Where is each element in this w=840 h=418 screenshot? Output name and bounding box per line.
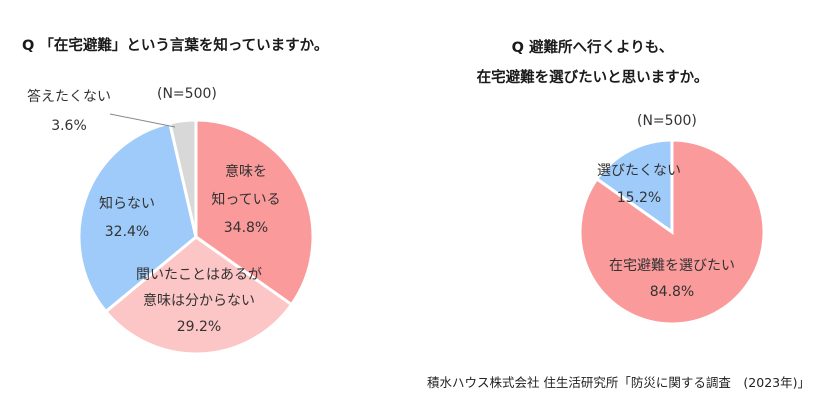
chart1-slice-0-label: 知っている bbox=[211, 191, 280, 208]
chart1-slice-2-value: 32.4% bbox=[105, 224, 149, 240]
chart1-slice-1-label: 意味は分からない bbox=[143, 292, 255, 309]
chart2-slice-1-value: 15.2% bbox=[617, 190, 661, 206]
chart2-slice-0-label: 在宅避難を選びたい bbox=[609, 258, 735, 274]
chart1-slice-2 bbox=[77, 121, 198, 314]
chart1-slice-0-value: 34.8% bbox=[224, 220, 268, 236]
chart2-sample-size: (N=500) bbox=[637, 113, 697, 129]
chart1-slice-2-label: 知らない bbox=[99, 195, 155, 212]
chart1-slice-0-label: 意味を bbox=[225, 163, 267, 180]
chart2-slice-0 bbox=[578, 138, 766, 326]
chart1-slice-0 bbox=[194, 118, 315, 307]
chart1-slice-3 bbox=[167, 118, 198, 238]
chart2-slice-1-label: 選びたくない bbox=[597, 163, 681, 179]
chart2-pie: 在宅避難を選びたい 84.8% 選びたくない 15.2% bbox=[578, 138, 766, 326]
chart2-slice-1 bbox=[594, 138, 674, 235]
chart1-sample-size: (N=500) bbox=[157, 86, 217, 102]
chart1-title: Q 「在宅避難」という言葉を知っていますか。 bbox=[22, 38, 329, 54]
chart1-slice-1-label: 聞いたことはあるが bbox=[136, 267, 262, 283]
chart1-leader-line bbox=[109, 113, 176, 128]
chart2-title-line1: Q 避難所へ行くよりも、 bbox=[511, 40, 674, 56]
chart1-slice-3-label: 答えたくない bbox=[27, 88, 111, 105]
chart2-slice-0-value: 84.8% bbox=[650, 284, 694, 300]
chart2-title-line2: 在宅避難を選びたいと思いますか。 bbox=[476, 70, 709, 86]
chart1-slice-1-value: 29.2% bbox=[177, 319, 221, 335]
source-note: 積水ハウス株式会社 住生活研究所「防災に関する調査 (2023年)」 bbox=[426, 375, 810, 390]
chart1-slice-3-value: 3.6% bbox=[51, 118, 87, 134]
chart1-slice-1 bbox=[103, 235, 294, 356]
